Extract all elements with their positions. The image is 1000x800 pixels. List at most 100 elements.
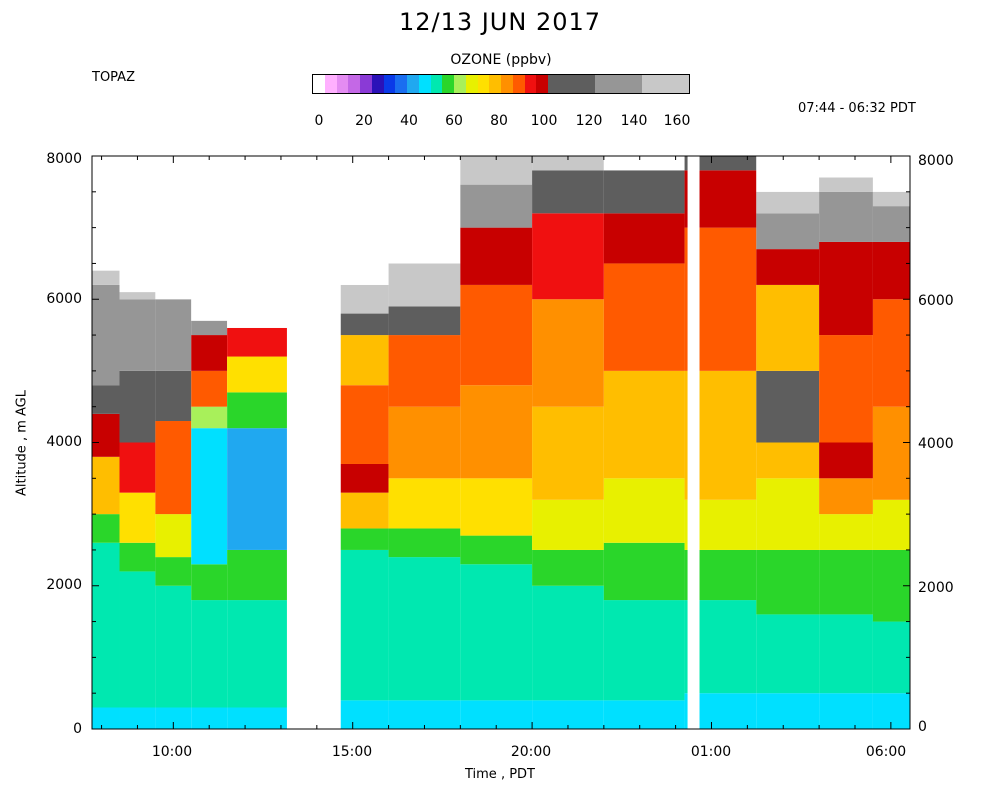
ozone-cell (532, 406, 604, 500)
ozone-cell (532, 499, 604, 550)
y-tick-label-right: 8000 (918, 153, 954, 169)
colorbar-segment (430, 75, 443, 93)
ozone-cell (603, 156, 685, 171)
colorbar-segment (371, 75, 384, 93)
ozone-cell (603, 263, 685, 371)
y-tick-label-right: 0 (918, 719, 927, 735)
ozone-cell (872, 156, 910, 192)
y-tick-label-right: 2000 (918, 580, 954, 596)
ozone-cell (819, 177, 873, 192)
ozone-cell (388, 156, 461, 264)
colorbar-tick-label: 120 (575, 113, 603, 129)
ozone-cell (756, 191, 820, 214)
ozone-cell (119, 292, 156, 300)
y-tick-label-left: 2000 (46, 577, 82, 593)
ozone-cell (819, 335, 873, 443)
colorbar-segment (642, 75, 689, 93)
colorbar-segment (595, 75, 642, 93)
colorbar-segment (313, 75, 325, 93)
ozone-cell (388, 335, 461, 407)
ozone-cell (756, 693, 820, 729)
colorbar-segment (465, 75, 478, 93)
x-tick-label: 20:00 (510, 744, 552, 760)
x-tick-label: 15:00 (331, 744, 373, 760)
colorbar-tick-label: 40 (400, 113, 418, 129)
ozone-cell (756, 442, 820, 479)
ozone-cell (460, 184, 533, 228)
ozone-cell (819, 241, 873, 336)
ozone-cell (460, 535, 533, 565)
ozone-cell (119, 542, 156, 572)
x-tick-label: 06:00 (865, 744, 907, 760)
ozone-cell (92, 385, 120, 414)
ozone-cell (532, 299, 604, 407)
ozone-cell (155, 585, 192, 708)
ozone-cell (155, 421, 192, 515)
ozone-cell (227, 707, 299, 729)
colorbar-segment (477, 75, 490, 93)
ozone-cell (819, 442, 873, 479)
ozone-cell (388, 528, 461, 558)
ozone-cell (119, 492, 156, 543)
ozone-cell (92, 156, 120, 271)
ozone-cell (155, 156, 192, 300)
ozone-cell (191, 600, 228, 708)
x-tick-label: 01:00 (690, 744, 732, 760)
ozone-cell (756, 370, 820, 443)
ozone-cell (119, 299, 156, 371)
colorbar-tick-label: 140 (620, 113, 648, 129)
ozone-cell (532, 585, 604, 701)
colorbar-segment (536, 75, 548, 93)
ozone-cell (872, 693, 910, 729)
ozone-cell (460, 227, 533, 285)
ozone-cell (191, 707, 228, 729)
ozone-cell (756, 249, 820, 285)
x-tick-label: 10:00 (151, 744, 193, 760)
ozone-cell (532, 549, 604, 586)
colorbar-tick-label: 0 (314, 113, 324, 129)
ozone-cell (872, 191, 910, 207)
ozone-cell (191, 320, 228, 336)
ozone-cell (388, 306, 461, 336)
ozone-cell (460, 284, 533, 386)
ozone-cell (756, 478, 820, 550)
time-range-label: 07:44 - 06:32 PDT (798, 101, 916, 116)
ozone-cell (872, 299, 910, 407)
ozone-cell (92, 707, 120, 729)
colorbar-segment (418, 75, 431, 93)
chart-title: 12/13 JUN 2017 (398, 8, 602, 36)
ozone-cell (603, 213, 685, 264)
y-tick-label-left: 4000 (46, 434, 82, 450)
ozone-cell (92, 456, 120, 515)
ozone-cell (388, 406, 461, 479)
ozone-cell (684, 156, 757, 171)
colorbar-segment (324, 75, 337, 93)
heatmap-cells (92, 156, 910, 729)
ozone-cell (388, 263, 461, 307)
colorbar (312, 74, 690, 94)
ozone-cell (388, 557, 461, 701)
colorbar-segment (336, 75, 349, 93)
ozone-cell (155, 370, 192, 422)
ozone-cell (119, 156, 156, 293)
colorbar-tick-label: 80 (490, 113, 508, 129)
ozone-cell (460, 478, 533, 536)
colorbar-segment (501, 75, 513, 93)
colorbar-segment (442, 75, 454, 93)
ozone-cell (191, 156, 228, 321)
ozone-cell (191, 564, 228, 601)
ozone-cell (819, 514, 873, 550)
ozone-cell (819, 156, 873, 178)
y-tick-label-left: 6000 (46, 291, 82, 307)
ozone-cell (756, 614, 820, 694)
colorbar-tick-label: 60 (445, 113, 463, 129)
ozone-cell (819, 549, 873, 615)
ozone-cell (92, 542, 120, 708)
ozone-cell (191, 370, 228, 407)
colorbar-tick-label: 100 (530, 113, 558, 129)
ozone-cell (92, 514, 120, 543)
ozone-cell (532, 170, 604, 214)
ozone-cell (532, 213, 604, 300)
station-label: TOPAZ (92, 70, 135, 85)
ozone-cell (603, 700, 685, 729)
